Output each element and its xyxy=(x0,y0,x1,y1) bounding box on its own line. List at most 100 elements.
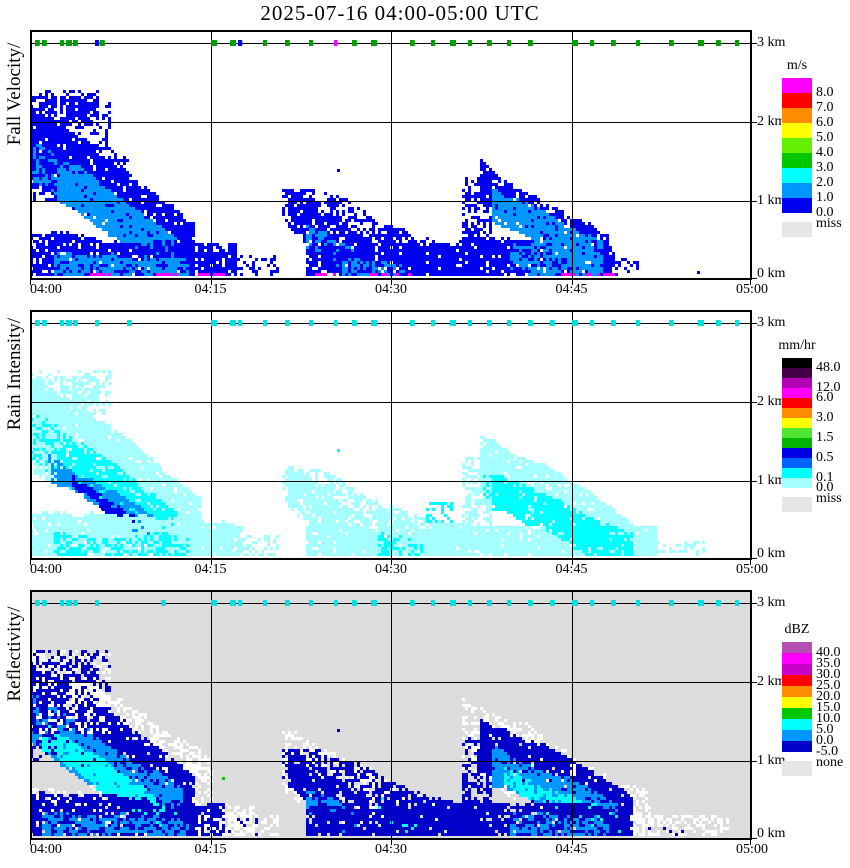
x-tick-mark xyxy=(750,560,751,565)
y-tick-label: 1 km xyxy=(757,753,786,768)
colorbar-value-label: 15.0 xyxy=(816,700,841,715)
y-tick-mark xyxy=(752,201,757,202)
colorbar-value-label: 1.5 xyxy=(816,430,834,445)
colorbar-miss-block xyxy=(782,497,812,512)
fall-velocity-heatmap xyxy=(30,30,752,280)
x-tick-mark xyxy=(211,280,212,285)
axis-title-rain-intensity: Rain Intensity/ xyxy=(4,317,25,431)
y-tick-mark xyxy=(752,43,757,44)
colorbar-segment xyxy=(782,708,812,719)
colorbar-value-label: 3.0 xyxy=(816,410,834,425)
x-tick-label: 04:30 xyxy=(375,282,407,297)
x-tick-label: 04:45 xyxy=(555,842,588,857)
colorbar-segment xyxy=(782,183,812,198)
colorbar-value-label: 0.0 xyxy=(816,205,834,220)
colorbar-segment xyxy=(782,138,812,153)
colorbar-segment xyxy=(782,642,812,653)
colorbar-value-label: 6.0 xyxy=(816,390,834,405)
colorbar-segment xyxy=(782,398,812,408)
colorbar-miss-block xyxy=(782,761,812,776)
colorbar-segment xyxy=(782,78,812,93)
y-tick-label: 3 km xyxy=(757,35,786,50)
x-tick-label: 04:15 xyxy=(194,282,227,297)
x-tick-mark xyxy=(750,840,751,845)
x-tick-label: 04:30 xyxy=(375,562,407,577)
colorbar-segment xyxy=(782,123,812,138)
y-tick-mark xyxy=(752,481,757,482)
x-tick-label: 04:15 xyxy=(194,562,227,577)
colorbar-value-label: 40.0 xyxy=(816,645,841,660)
colorbar-value-label: 10.0 xyxy=(816,711,841,726)
x-tick-mark xyxy=(30,560,31,565)
colorbar-segment xyxy=(782,686,812,697)
y-tick-label: 0 km xyxy=(757,826,786,841)
colorbar-unit: dBZ xyxy=(784,622,810,637)
colorbar-segment xyxy=(782,664,812,675)
y-tick-label: 0 km xyxy=(757,266,786,281)
colorbar-value-label: 5.0 xyxy=(816,130,834,145)
x-tick-label: 04:15 xyxy=(194,842,227,857)
rain-intensity-heatmap xyxy=(30,310,752,560)
y-tick-label: 2 km xyxy=(757,674,786,689)
colorbar-segment xyxy=(782,438,812,448)
colorbar-segment xyxy=(782,378,812,388)
x-tick-mark xyxy=(30,840,31,845)
y-tick-label: 1 km xyxy=(757,473,786,488)
x-tick-mark xyxy=(572,280,573,285)
colorbar-segment xyxy=(782,198,812,213)
y-tick-label: 3 km xyxy=(757,315,786,330)
colorbar-segment xyxy=(782,168,812,183)
y-tick-mark xyxy=(752,323,757,324)
colorbar-segment xyxy=(782,388,812,398)
colorbar-value-label: 0.5 xyxy=(816,450,834,465)
x-tick-label: 05:00 xyxy=(736,562,768,577)
y-tick-mark xyxy=(752,838,757,839)
colorbar-unit: mm/hr xyxy=(778,338,816,353)
x-tick-label: 04:00 xyxy=(30,842,62,857)
colorbar-segment xyxy=(782,675,812,686)
colorbar-segment xyxy=(782,93,812,108)
colorbar-value-label: 48.0 xyxy=(816,360,841,375)
colorbar-value-label: 8.0 xyxy=(816,85,834,100)
colorbar-unit: m/s xyxy=(786,58,808,73)
x-tick-label: 04:30 xyxy=(375,842,407,857)
colorbar-value-label: 6.0 xyxy=(816,115,834,130)
colorbar-miss-label: miss xyxy=(816,216,842,231)
colorbar-segment xyxy=(782,697,812,708)
colorbar-value-label: 25.0 xyxy=(816,678,841,693)
y-tick-mark xyxy=(752,278,757,279)
colorbar-segment xyxy=(782,448,812,458)
y-tick-label: 3 km xyxy=(757,595,786,610)
x-tick-mark xyxy=(30,280,31,285)
colorbar-value-label: -5.0 xyxy=(816,744,839,759)
colorbar-segment xyxy=(782,108,812,123)
axis-title-fall-velocity: Fall Velocity/ xyxy=(4,42,25,146)
colorbar-segment xyxy=(782,741,812,752)
y-tick-mark xyxy=(752,603,757,604)
x-tick-label: 04:00 xyxy=(30,562,62,577)
colorbar-segment xyxy=(782,428,812,438)
y-tick-mark xyxy=(752,122,757,123)
x-tick-mark xyxy=(750,280,751,285)
x-tick-label: 04:45 xyxy=(555,282,588,297)
colorbar-value-label: 30.0 xyxy=(816,667,841,682)
x-tick-mark xyxy=(211,560,212,565)
colorbar-value-label: 0.0 xyxy=(816,480,834,495)
y-tick-mark xyxy=(752,761,757,762)
y-tick-label: 2 km xyxy=(757,394,786,409)
colorbar-value-label: 1.0 xyxy=(816,190,834,205)
colorbar-value-label: 3.0 xyxy=(816,160,834,175)
colorbar-miss-label: miss xyxy=(816,491,842,506)
y-tick-label: 2 km xyxy=(757,114,786,129)
colorbar-segment xyxy=(782,653,812,664)
x-tick-label: 05:00 xyxy=(736,282,768,297)
x-tick-mark xyxy=(391,840,392,845)
colorbar-segment xyxy=(782,408,812,418)
reflectivity-heatmap xyxy=(30,590,752,840)
axis-title-reflectivity: Reflectivity/ xyxy=(4,606,25,702)
colorbar-value-label: 7.0 xyxy=(816,100,834,115)
x-tick-mark xyxy=(572,840,573,845)
colorbar-segment xyxy=(782,478,812,488)
x-tick-mark xyxy=(572,560,573,565)
